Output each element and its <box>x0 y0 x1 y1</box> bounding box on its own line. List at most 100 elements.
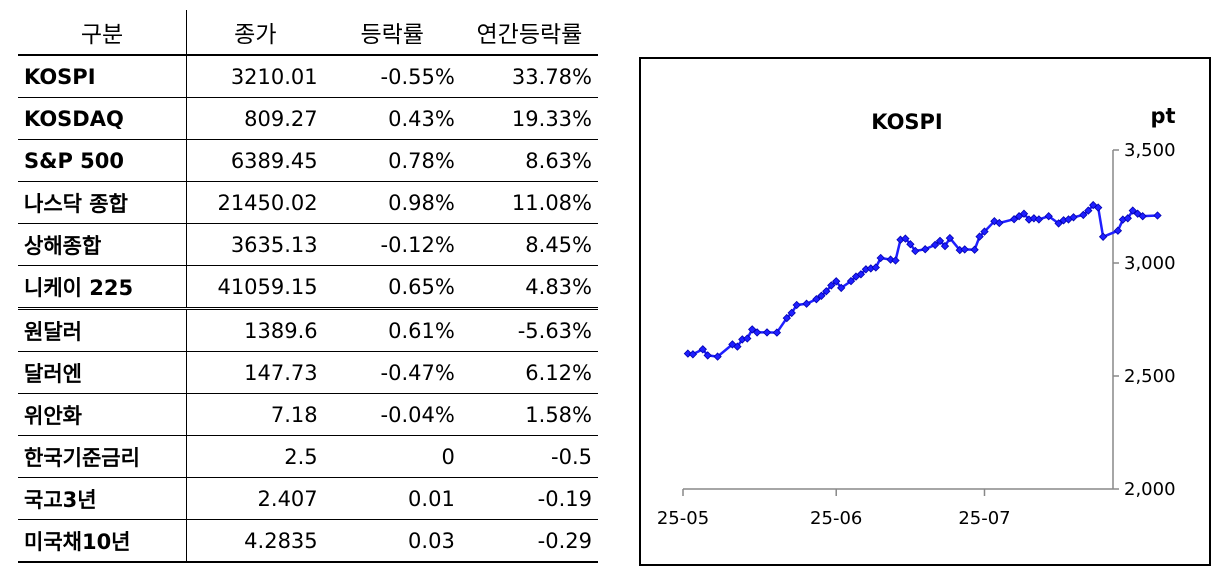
row-ytd-change: -5.63% <box>460 307 598 352</box>
row-ytd-change: 8.45% <box>460 223 598 266</box>
y-tick-label: 2,500 <box>1124 366 1176 387</box>
data-point <box>901 234 910 243</box>
row-change: -0.55% <box>323 55 461 98</box>
data-point <box>1138 212 1147 221</box>
table-header-row: 구분 종가 등락률 연간등락률 <box>18 10 598 56</box>
table-row: 한국기준금리 2.5 0 -0.5 <box>18 435 598 478</box>
data-point <box>1128 206 1137 215</box>
row-change: 0.78% <box>323 139 461 182</box>
data-point <box>876 253 885 263</box>
y-axis-label: pt <box>1150 104 1175 128</box>
data-point <box>733 342 742 351</box>
row-ytd-change: 11.08% <box>460 181 598 224</box>
data-point <box>827 281 836 290</box>
row-close: 147.73 <box>186 351 324 394</box>
x-tick-label: 25-06 <box>810 508 862 529</box>
data-point <box>930 240 940 250</box>
series-layer <box>683 200 1162 361</box>
row-change: -0.04% <box>323 393 461 436</box>
x-tick-label: 25-05 <box>657 508 709 529</box>
data-point <box>822 287 831 296</box>
data-point <box>748 325 757 334</box>
row-name: KOSPI <box>18 55 187 98</box>
row-change: 0.65% <box>323 265 461 309</box>
row-close: 6389.45 <box>186 139 324 182</box>
table-row: 상해종합 3635.13 -0.12% 8.45% <box>18 223 598 266</box>
data-point <box>921 245 930 254</box>
data-point <box>1029 214 1039 223</box>
data-point <box>935 236 945 246</box>
row-name: 원달러 <box>18 307 187 352</box>
row-ytd-change: 4.83% <box>460 265 598 309</box>
x-tick-label: 25-07 <box>958 508 1010 529</box>
row-change: 0.01 <box>323 477 461 520</box>
row-ytd-change: 8.63% <box>460 139 598 182</box>
row-name: 미국채10년 <box>18 519 187 563</box>
data-point <box>1054 219 1063 228</box>
row-change: -0.47% <box>323 351 461 394</box>
table-row: 달러엔 147.73 -0.47% 6.12% <box>18 351 598 394</box>
data-point <box>891 256 900 265</box>
data-point <box>837 283 846 293</box>
data-point <box>728 340 737 349</box>
data-point <box>743 334 752 343</box>
chart-title: KOSPI <box>871 110 943 134</box>
data-point <box>911 246 920 256</box>
row-ytd-change: 19.33% <box>460 97 598 140</box>
data-point <box>970 245 979 254</box>
table-row: 니케이 225 41059.15 0.65% 4.83% <box>18 265 598 309</box>
row-close: 2.5 <box>186 435 324 478</box>
market-summary-table: 구분 종가 등락률 연간등락률 KOSPI 3210.01 -0.55% 33.78%… <box>18 10 598 563</box>
data-point <box>817 291 826 300</box>
row-name: 국고3년 <box>18 477 187 520</box>
data-point <box>990 217 999 226</box>
table-row: 위안화 7.18 -0.04% 1.58% <box>18 393 598 436</box>
data-point <box>1153 211 1162 220</box>
data-point <box>856 270 866 279</box>
row-close: 3635.13 <box>186 223 324 266</box>
row-close: 4.2835 <box>186 519 324 563</box>
data-point <box>960 245 969 254</box>
row-change: 0.61% <box>323 307 461 352</box>
row-name: 나스닥 종합 <box>18 181 187 224</box>
row-change: 0.43% <box>323 97 461 140</box>
table-row: 국고3년 2.407 0.01 -0.19 <box>18 477 598 520</box>
data-point <box>1034 215 1044 224</box>
data-point <box>975 232 984 241</box>
data-point <box>945 233 955 243</box>
data-point <box>1044 212 1053 221</box>
data-point <box>703 351 712 360</box>
row-change: 0 <box>323 435 461 478</box>
row-close: 809.27 <box>186 97 324 140</box>
table-row: 원달러 1389.6 0.61% -5.63% <box>18 307 598 352</box>
row-ytd-change: 6.12% <box>460 351 598 394</box>
column-header-ytd-change: 연간등락률 <box>460 10 598 56</box>
kospi-chart: KOSPI pt 2,000 2,500 3,000 3,500 25-05 25-06 2… <box>639 57 1211 566</box>
row-ytd-change: -0.19 <box>460 477 598 520</box>
row-ytd-change: 33.78% <box>460 55 598 98</box>
table-row: KOSDAQ 809.27 0.43% 19.33% <box>18 97 598 140</box>
row-close: 41059.15 <box>186 265 324 309</box>
data-point <box>782 313 791 323</box>
row-name: 한국기준금리 <box>18 435 187 478</box>
data-point <box>940 241 950 251</box>
data-point <box>1069 213 1078 222</box>
table-row: 나스닥 종합 21450.02 0.98% 11.08% <box>18 181 598 224</box>
table-row: S&P 500 6389.45 0.78% 8.63% <box>18 139 598 182</box>
y-tick-label: 3,000 <box>1124 253 1176 274</box>
data-point <box>688 350 698 359</box>
row-name: 달러엔 <box>18 351 187 394</box>
row-name: KOSDAQ <box>18 97 187 140</box>
row-close: 2.407 <box>186 477 324 520</box>
data-point <box>772 328 782 337</box>
data-point <box>1019 209 1029 218</box>
column-header-category: 구분 <box>18 10 187 56</box>
data-point <box>1123 214 1132 223</box>
data-point <box>762 328 772 337</box>
data-point <box>995 218 1004 228</box>
row-close: 1389.6 <box>186 307 324 352</box>
chart-axes: 2,000 2,500 3,000 3,500 25-05 25-06 25-07 <box>657 140 1176 529</box>
data-point <box>871 263 880 272</box>
data-point <box>802 299 811 308</box>
data-point <box>713 352 722 361</box>
